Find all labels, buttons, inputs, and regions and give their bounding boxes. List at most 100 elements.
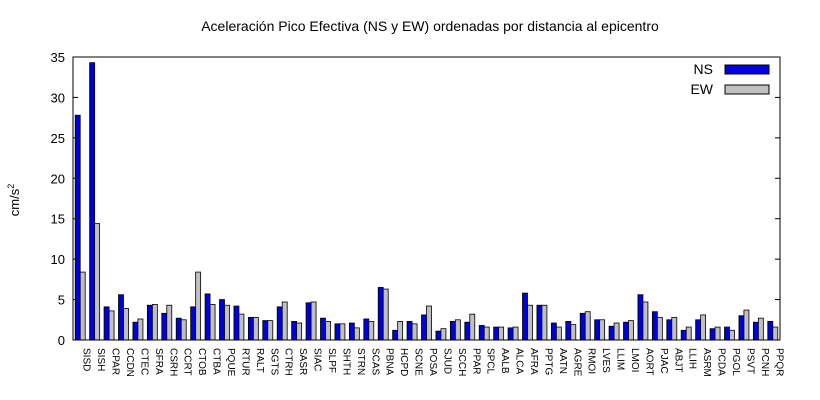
- bar-ew-sisd: [79, 271, 86, 341]
- y-tick-label: 0: [58, 333, 65, 348]
- bar-ns-pgol: [724, 326, 730, 341]
- bar-ew-sish: [94, 223, 101, 341]
- x-tick-label: CTBA: [211, 348, 222, 375]
- bar-ew-scch: [454, 319, 461, 341]
- x-tick-label: SCAS: [369, 348, 380, 376]
- bars-layer: [74, 62, 779, 341]
- bar-ns-ppar: [464, 321, 471, 341]
- bar-ns-lmoi: [623, 321, 629, 341]
- x-tick-label: SCNE: [413, 348, 424, 376]
- bar-ew-ctrh: [281, 301, 288, 341]
- x-tick-label: PQUE: [225, 348, 236, 377]
- bar-ns-pque: [219, 299, 225, 341]
- x-tick-label: CTEC: [138, 348, 149, 375]
- y-tick-label: 15: [51, 212, 65, 227]
- legend: NS EW: [690, 61, 770, 97]
- bar-ns-siac: [305, 302, 312, 341]
- bar-ns-sgts: [262, 320, 269, 341]
- bar-ns-posa: [421, 314, 427, 341]
- bar-ew-sjud: [440, 328, 447, 341]
- x-tick-label: PPQR: [773, 348, 784, 376]
- x-tick-label: ABJT: [672, 348, 683, 372]
- bar-ew-cpar: [108, 310, 115, 341]
- x-tick-label: SGTS: [268, 348, 279, 376]
- bar-ew-pbna: [382, 288, 389, 341]
- x-tick-label: SASR: [297, 348, 308, 375]
- chart-title: Aceleración Pico Efectiva (NS y EW) orde…: [201, 18, 659, 34]
- bar-ew-pgol: [729, 329, 735, 341]
- bar-ns-aalb: [493, 326, 500, 341]
- bar-ew-asrm: [700, 314, 707, 341]
- bar-ew-llim: [613, 322, 620, 341]
- bar-ns-sisd: [74, 114, 81, 341]
- bar-ew-shth: [339, 323, 346, 341]
- bar-ew-ccdn: [123, 308, 129, 341]
- bar-ew-lves: [599, 319, 606, 341]
- bar-ns-alca: [507, 327, 514, 341]
- bar-ns-ctba: [204, 293, 211, 341]
- x-tick-label: SFRA: [153, 348, 164, 375]
- x-tick-label: LLIH: [687, 348, 698, 369]
- bar-ew-ppar: [469, 313, 476, 341]
- bar-ns-rtur: [233, 305, 240, 341]
- x-tick-label: SCCH: [456, 348, 467, 376]
- x-tick-label: LVES: [600, 348, 611, 373]
- bar-ew-scne: [411, 323, 418, 341]
- bar-ew-hcpd: [397, 321, 404, 341]
- bar-ns-scas: [363, 318, 370, 341]
- bar-ns-llih: [680, 329, 687, 341]
- bar-ew-afra: [527, 304, 533, 341]
- x-tick-label: PCDA: [716, 348, 727, 376]
- x-tick-label: CTOB: [196, 348, 207, 376]
- bar-ew-aalb: [498, 326, 505, 341]
- bar-ew-llih: [685, 326, 692, 341]
- bar-ns-csrh: [161, 312, 168, 341]
- bar-ns-scne: [406, 321, 413, 341]
- bar-ew-sfra: [151, 304, 158, 341]
- bar-ns-ccdn: [118, 294, 124, 341]
- bar-ns-shth: [334, 323, 341, 341]
- bar-ew-pcda: [714, 326, 721, 341]
- bar-ns-aort: [637, 294, 644, 341]
- bar-ew-posa: [426, 305, 432, 341]
- bar-ew-pptg: [541, 304, 548, 341]
- x-tick-label: AORT: [643, 348, 654, 376]
- x-tick-label: CCRT: [182, 348, 193, 376]
- bar-ns-llim: [608, 325, 615, 341]
- bar-ew-slpf: [325, 321, 331, 341]
- x-tick-label: PPTG: [542, 348, 553, 375]
- x-tick-label: AATN: [557, 348, 568, 374]
- bar-ew-psvt: [743, 309, 750, 341]
- y-tick-label: 35: [51, 50, 65, 65]
- x-tick-label: LMOI: [629, 348, 640, 372]
- x-tick-label: RTUR: [239, 348, 250, 376]
- bar-ns-rmoi: [579, 312, 586, 341]
- x-tick-label: HCPD: [398, 348, 409, 376]
- bar-ns-slpf: [320, 317, 326, 341]
- bar-ew-ctob: [195, 271, 202, 341]
- bar-ew-rmoi: [584, 311, 591, 341]
- bar-ew-abjt: [671, 316, 678, 341]
- bar-ns-ctec: [132, 321, 139, 341]
- y-axis-label: cm/s2: [6, 184, 22, 216]
- x-tick-label: AFRA: [528, 348, 539, 375]
- bar-ns-cpar: [103, 306, 110, 341]
- bar-ew-scas: [368, 321, 375, 341]
- x-tick-label: CPAR: [110, 348, 121, 375]
- x-tick-label: STRN: [355, 348, 366, 375]
- bar-ew-rtur: [238, 313, 245, 341]
- x-axis-ticks: SISD SISH CPAR CCDN CTEC SFRA CSRH CCRT CTOB CTBA…: [81, 348, 785, 377]
- y-tick-label: 25: [51, 131, 65, 146]
- x-tick-label: SPCL: [485, 348, 496, 375]
- bar-ew-aort: [642, 301, 649, 341]
- bar-ew-sgts: [267, 320, 274, 341]
- bar-ew-pque: [224, 304, 230, 341]
- bar-ew-ctec: [137, 318, 144, 341]
- x-tick-label: PPAR: [470, 348, 481, 375]
- bar-ew-pcnh: [757, 317, 764, 341]
- x-tick-label: CCDN: [124, 348, 135, 377]
- bar-ew-agre: [570, 324, 577, 341]
- legend-label-ew: EW: [690, 81, 713, 97]
- y-axis-ticks: 0 5 10 15 20 25 30 35: [51, 50, 780, 348]
